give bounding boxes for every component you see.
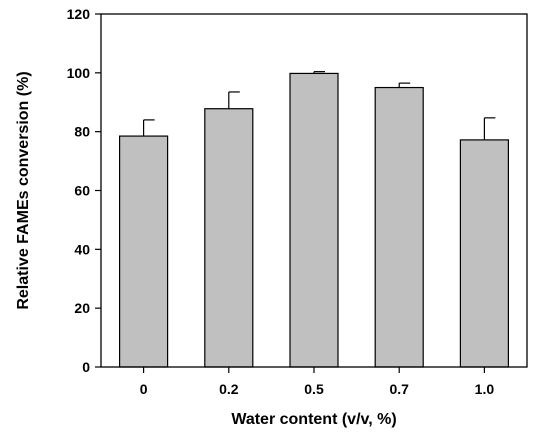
x-tick-label: 0 <box>140 381 148 397</box>
bar-0.2 <box>204 108 254 368</box>
bar-0 <box>118 135 169 368</box>
x-axis-ticks: 0 0.2 0.5 0.7 1.0 <box>140 367 495 397</box>
bars-layer <box>118 72 509 368</box>
bar-0.7 <box>374 86 424 368</box>
x-tick-label: 0.2 <box>219 381 239 397</box>
y-tick-label: 0 <box>82 359 90 375</box>
bar-1.0 <box>459 139 509 368</box>
error-bars-layer <box>143 71 496 140</box>
y-tick-label: 120 <box>67 6 91 22</box>
bar-0.5 <box>289 72 339 368</box>
y-tick-label: 40 <box>74 241 90 257</box>
x-tick-label: 0.5 <box>304 381 324 397</box>
y-tick-label: 20 <box>74 300 90 316</box>
x-tick-label: 0.7 <box>389 381 409 397</box>
x-axis-title: Water content (v/v, %) <box>231 411 396 428</box>
y-tick-label: 80 <box>74 124 90 140</box>
x-tick-label: 1.0 <box>475 381 495 397</box>
y-tick-label: 60 <box>74 183 90 199</box>
y-axis-ticks: 0 20 40 60 80 100 120 <box>67 6 101 375</box>
y-tick-label: 100 <box>67 65 91 81</box>
y-axis-title: Relative FAMEs conversion (%) <box>15 71 32 309</box>
